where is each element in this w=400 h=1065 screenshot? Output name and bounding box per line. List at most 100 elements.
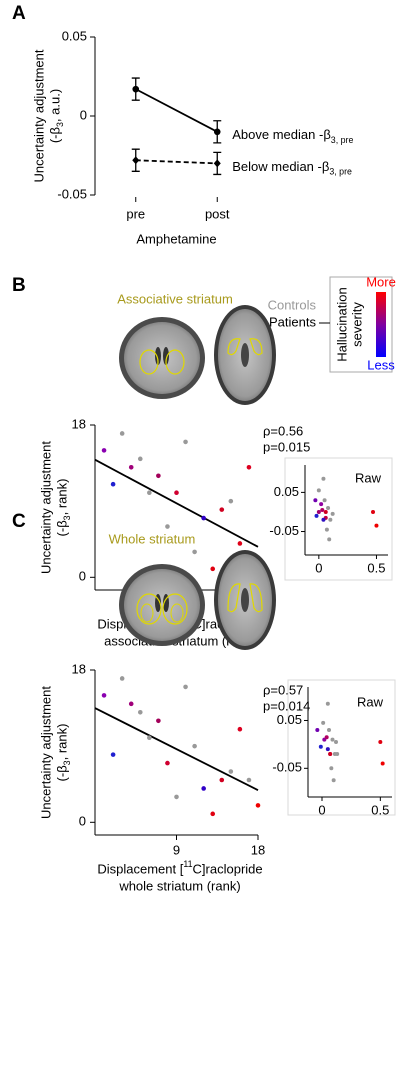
legend-less: Less [367, 357, 395, 372]
colorbar [376, 292, 386, 357]
striatum-outline [139, 349, 159, 375]
x-tick-label: 9 [173, 842, 180, 857]
point [201, 515, 206, 521]
point [147, 735, 152, 740]
y-tick-label: 18 [72, 661, 86, 676]
inset-frame [284, 457, 393, 581]
annotation: ρ=0.57 [263, 682, 303, 697]
inset-point [330, 511, 335, 516]
legend-controls: Controls [268, 297, 317, 312]
inset-point [328, 517, 333, 522]
point [119, 431, 125, 436]
inset-point [316, 488, 321, 493]
striatum-outline [227, 583, 241, 613]
y-tick-label: -0.05 [57, 186, 87, 201]
point [119, 676, 125, 681]
point [147, 490, 152, 495]
y-axis-label: Uncertainty adjustment [31, 49, 46, 182]
inset-y-tick-label: 0.05 [274, 484, 299, 499]
y-axis-label: Uncertainty adjustment [38, 686, 53, 819]
x-axis-label: Amphetamine [136, 231, 216, 246]
striatum-outline [227, 338, 241, 356]
striatum-outline [170, 603, 184, 623]
legend-title: severity [349, 302, 364, 347]
series-line [135, 159, 218, 165]
inset-point [324, 527, 329, 532]
annotation: p=0.014 [263, 698, 310, 713]
inset-point [313, 498, 318, 503]
inset-point [321, 517, 326, 522]
striatum-outline [249, 338, 263, 356]
inset-point [321, 720, 326, 725]
point [255, 803, 261, 808]
inset-point [325, 701, 330, 706]
point [228, 498, 234, 504]
script-text: 3, pre [331, 135, 354, 145]
inset-title: Raw [357, 694, 384, 709]
fit-line [94, 458, 259, 548]
striatum-outline [249, 583, 263, 613]
inset-point [327, 728, 331, 733]
x-tick-label: pre [126, 206, 145, 221]
fit-line [94, 707, 259, 791]
annotation: ρ=0.56 [263, 423, 303, 438]
point [137, 710, 143, 715]
striatum-outline [136, 593, 162, 625]
series-line [135, 88, 218, 133]
point [210, 811, 216, 817]
inset-x-tick-label: 0 [318, 802, 325, 817]
inset-y-tick-label: 0.05 [277, 712, 302, 727]
ventricle [241, 588, 249, 612]
inset-point [335, 751, 340, 756]
ventricle [163, 347, 169, 365]
series-label: Above median -β3, pre [232, 127, 353, 145]
inset-x-tick-label: 0.5 [371, 802, 389, 817]
inset-point [378, 740, 383, 744]
inset-point [380, 761, 385, 766]
x-axis-label: Displacement [11C]raclopride [97, 859, 262, 876]
point [110, 752, 116, 757]
y-tick-label: 0 [80, 107, 87, 122]
inset-point [326, 506, 331, 511]
inset-point [320, 508, 325, 512]
inset-x-tick-label: 0.5 [367, 560, 385, 575]
y-tick-label: 0 [79, 569, 86, 584]
inset-point [371, 509, 376, 514]
point [192, 743, 197, 749]
point [183, 439, 188, 445]
region-title: Whole striatum [109, 531, 196, 546]
point [165, 760, 170, 766]
ventricle [155, 594, 161, 612]
point [110, 481, 116, 487]
point [156, 473, 161, 479]
point [219, 507, 225, 512]
point [128, 701, 134, 707]
y-axis-label: (-β3, a.u.) [47, 89, 65, 143]
marker [213, 128, 221, 136]
legend-title: Hallucination [334, 287, 349, 361]
point [128, 465, 134, 470]
inset-point [318, 744, 323, 749]
inset-frame [287, 679, 396, 816]
ventricle [241, 343, 249, 367]
marker [132, 156, 140, 165]
ventricle [155, 347, 161, 365]
point [183, 684, 188, 690]
script-text: 11 [183, 859, 192, 869]
inset-point [329, 766, 334, 771]
inset-point [314, 513, 319, 518]
inset-title: Raw [355, 470, 382, 485]
y-tick-label: 0.05 [62, 28, 87, 43]
inset-point [327, 537, 332, 542]
striatum-outline [162, 593, 188, 625]
point [201, 786, 206, 791]
point [192, 549, 197, 555]
inset-point [330, 737, 335, 742]
inset-point [322, 498, 327, 503]
inset-point [316, 509, 321, 514]
point [237, 541, 243, 546]
inset-y-tick-label: -0.05 [269, 523, 299, 538]
inset-point [321, 476, 326, 481]
